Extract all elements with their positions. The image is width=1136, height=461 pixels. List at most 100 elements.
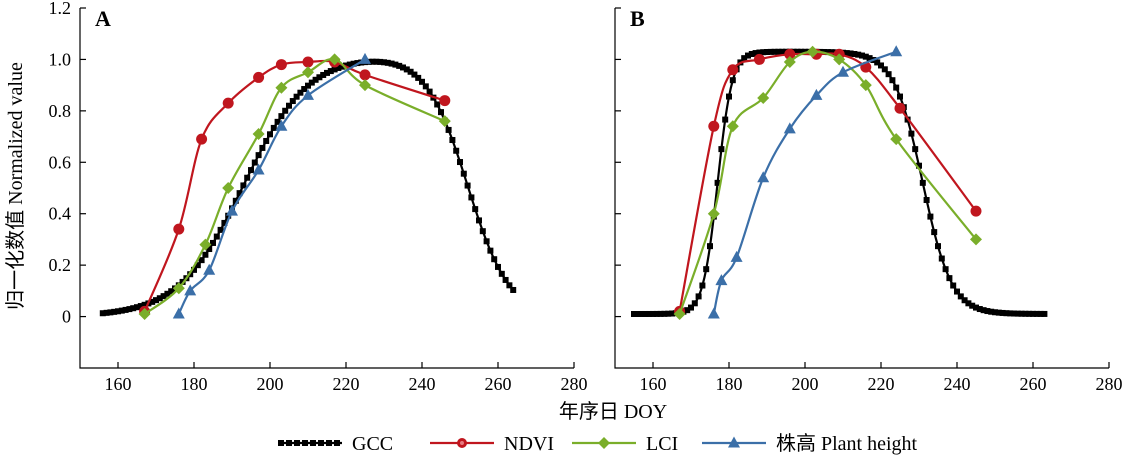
gcc-point xyxy=(384,59,391,66)
gcc-point xyxy=(973,304,979,311)
panel-letter-b: B xyxy=(630,6,645,31)
data-point xyxy=(302,66,314,79)
gcc-point xyxy=(642,310,649,317)
gcc-point xyxy=(324,69,330,76)
gcc-point xyxy=(703,266,710,273)
y-tick-label-a: 1.0 xyxy=(49,49,72,69)
gcc-point xyxy=(293,93,300,100)
data-point xyxy=(302,88,314,100)
gcc-point xyxy=(775,48,782,55)
panel-b: 160 180 200 220 240 260 280 B xyxy=(614,6,1123,394)
data-point xyxy=(226,204,238,216)
gcc-point xyxy=(638,310,645,317)
gcc-point xyxy=(335,64,342,71)
gcc-point xyxy=(707,243,713,250)
gcc-point xyxy=(506,282,513,289)
y-tick-label-a: 0.8 xyxy=(49,101,72,121)
gcc-point xyxy=(210,239,216,246)
data-point xyxy=(275,119,288,131)
data-point xyxy=(890,133,903,146)
gcc-point xyxy=(400,64,406,71)
data-point xyxy=(757,92,770,104)
gcc-point xyxy=(115,308,121,315)
gcc-point xyxy=(107,309,114,316)
x-tick-label-a: 220 xyxy=(333,374,360,394)
legend-marker xyxy=(302,440,308,446)
gcc-point xyxy=(885,71,892,78)
legend-marker-accent xyxy=(460,441,464,445)
gcc-point xyxy=(984,308,991,315)
x-tick-label-b: 260 xyxy=(1020,374,1047,394)
data-point xyxy=(859,79,872,92)
gcc-point xyxy=(889,77,896,84)
gcc-point xyxy=(217,226,224,233)
gcc-point xyxy=(118,307,125,314)
gcc-point xyxy=(669,310,675,317)
data-point xyxy=(715,274,728,286)
legend: GCC NDVI LCI 株高 Plant height xyxy=(278,432,918,455)
y-tick-label-a: 0.4 xyxy=(49,204,72,224)
series-line xyxy=(143,58,446,315)
gcc-point xyxy=(756,49,763,56)
legend-label: GCC xyxy=(352,433,393,455)
data-point xyxy=(184,284,197,296)
gcc-line-b xyxy=(633,50,1045,316)
gcc-point xyxy=(847,50,854,57)
series-line xyxy=(678,52,977,312)
gcc-point xyxy=(282,107,289,114)
data-point xyxy=(275,59,287,71)
gcc-point xyxy=(748,50,755,57)
gcc-point xyxy=(684,307,691,314)
gcc-point xyxy=(695,293,702,300)
gcc-point xyxy=(824,49,831,56)
gcc-point xyxy=(843,50,850,57)
gcc-point xyxy=(980,307,987,314)
gcc-point xyxy=(206,246,213,253)
gcc-point xyxy=(396,62,403,69)
gcc-point xyxy=(103,309,110,316)
gcc-point xyxy=(767,48,774,55)
data-point xyxy=(833,53,846,66)
data-point xyxy=(783,122,796,134)
gcc-point xyxy=(741,55,748,62)
legend-marker xyxy=(326,440,332,446)
gcc-point xyxy=(255,152,262,159)
data-point xyxy=(222,182,235,194)
gcc-point xyxy=(331,66,338,73)
gcc-point xyxy=(202,251,209,258)
gcc-point xyxy=(248,167,254,174)
gcc-point xyxy=(855,51,862,58)
gcc-point xyxy=(916,162,922,169)
gcc-point xyxy=(760,49,767,56)
gcc-point xyxy=(286,102,292,109)
gcc-point xyxy=(699,282,706,289)
legend-marker xyxy=(286,440,292,446)
x-tick-label-b: 160 xyxy=(640,374,667,394)
gcc-point xyxy=(278,113,285,120)
gcc-point xyxy=(657,310,664,317)
gcc-point xyxy=(301,86,308,93)
gcc-point xyxy=(438,109,444,116)
panel-a: 160 180 200 220 240 260 280 0 0.2 0.4 0.6 0.8 1.0 1.2… xyxy=(49,0,588,394)
gcc-point xyxy=(1011,310,1017,317)
gcc-point xyxy=(912,146,919,153)
gcc-point xyxy=(267,131,273,138)
gcc-point xyxy=(137,303,144,310)
gcc-point xyxy=(938,255,945,262)
gcc-point xyxy=(164,290,171,297)
series-lci-b xyxy=(673,45,982,320)
x-axis-title: 年序日 DOY xyxy=(559,400,667,423)
legend-label: LCI xyxy=(646,433,678,455)
gcc-point xyxy=(828,49,835,56)
gcc-point xyxy=(634,310,641,317)
gcc-point xyxy=(992,309,998,316)
gcc-point xyxy=(919,179,926,186)
data-point xyxy=(784,48,796,60)
data-point xyxy=(302,56,314,68)
gcc-point xyxy=(1003,310,1010,317)
gcc-point xyxy=(472,206,479,213)
gcc-point xyxy=(688,304,694,311)
gcc-point xyxy=(126,306,133,313)
